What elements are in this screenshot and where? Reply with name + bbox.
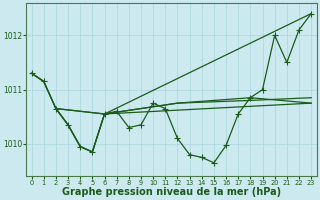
X-axis label: Graphe pression niveau de la mer (hPa): Graphe pression niveau de la mer (hPa) — [62, 187, 281, 197]
